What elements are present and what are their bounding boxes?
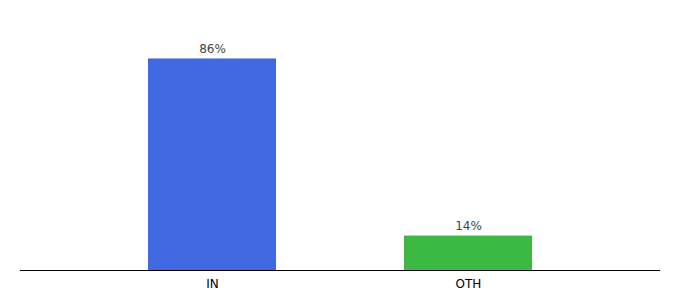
svg-text:14%: 14%	[455, 219, 482, 233]
svg-text:86%: 86%	[199, 42, 226, 56]
svg-text:OTH: OTH	[456, 277, 482, 291]
svg-text:IN: IN	[206, 277, 219, 291]
